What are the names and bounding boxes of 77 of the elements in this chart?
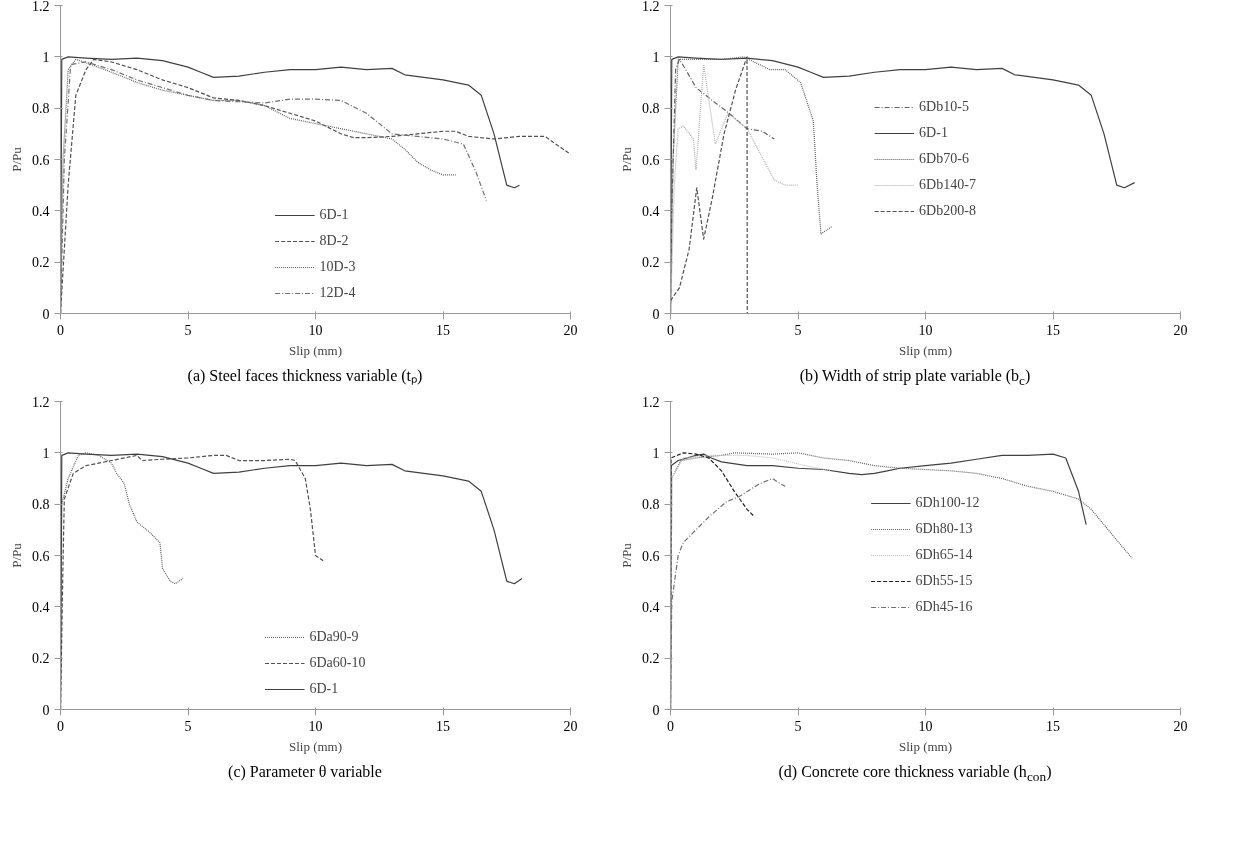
legend-label: 8D-2 bbox=[319, 233, 349, 249]
text: (d) Concrete core thickness variable (h$_{con}$) bbox=[777, 762, 1053, 787]
y-tick-label: 0.8 bbox=[32, 101, 50, 117]
x-tick-label: 10 bbox=[918, 718, 933, 734]
y-axis-title: P/Pu bbox=[619, 146, 634, 172]
y-axis-title: P/Pu bbox=[9, 146, 24, 172]
y-tick-label: 0 bbox=[652, 306, 660, 322]
y-tick-label: 0.2 bbox=[32, 651, 50, 667]
y-tick-label: 1 bbox=[652, 445, 660, 461]
x-tick-label: 10 bbox=[918, 322, 933, 338]
x-tick-label: 10 bbox=[308, 322, 323, 338]
text: (c) Parameter θ variable bbox=[227, 762, 383, 783]
x-tick-label: 0 bbox=[667, 718, 674, 734]
text: (b) Width of strip plate variable (b$_{c}$) bbox=[798, 366, 1032, 391]
x-tick-label: 5 bbox=[184, 322, 192, 338]
y-tick-label: 1.2 bbox=[642, 0, 660, 14]
y-tick-label: 0.6 bbox=[32, 548, 50, 564]
legend-label: 6Dh100-12 bbox=[915, 495, 980, 511]
x-tick-label: 20 bbox=[1173, 718, 1188, 734]
legend-label: 6D-1 bbox=[919, 125, 948, 141]
x-tick-label: 5 bbox=[184, 718, 192, 734]
x-axis-title: Slip (mm) bbox=[898, 738, 953, 754]
y-tick-label: 0 bbox=[652, 702, 660, 718]
x-tick-label: 10 bbox=[308, 718, 323, 734]
y-tick-label: 1 bbox=[652, 49, 660, 65]
x-tick-label: 20 bbox=[563, 718, 578, 734]
y-tick-label: 0.8 bbox=[642, 101, 660, 117]
x-tick-label: 15 bbox=[436, 322, 450, 338]
y-tick-label: 0 bbox=[42, 306, 50, 322]
x-axis-title: Slip (mm) bbox=[288, 342, 343, 358]
y-tick-label: 0.6 bbox=[32, 152, 50, 168]
x-tick-label: 0 bbox=[57, 718, 64, 734]
legend-label: 6Db200-8 bbox=[919, 203, 976, 219]
y-tick-label: 0.4 bbox=[642, 599, 660, 615]
y-tick-label: 1.2 bbox=[32, 394, 50, 410]
x-axis-title: Slip (mm) bbox=[898, 342, 953, 358]
legend-label: 6Da90-9 bbox=[309, 629, 359, 645]
legend-label: 6Db10-5 bbox=[919, 99, 969, 115]
legend-label: 6Dh80-13 bbox=[915, 521, 973, 537]
x-tick-label: 0 bbox=[667, 322, 674, 338]
x-tick-label: 15 bbox=[436, 718, 450, 734]
y-tick-label: 0.2 bbox=[642, 651, 660, 667]
x-tick-label: 5 bbox=[794, 322, 802, 338]
text: (a) Steel faces thickness variable (tₚ) bbox=[186, 366, 424, 387]
y-tick-label: 0.2 bbox=[32, 255, 50, 271]
y-tick-label: 1.2 bbox=[642, 394, 660, 410]
y-tick-label: 0.2 bbox=[642, 255, 660, 271]
x-tick-label: 20 bbox=[1173, 322, 1188, 338]
y-tick-label: 0.4 bbox=[642, 203, 660, 219]
y-tick-label: 1.2 bbox=[32, 0, 50, 14]
y-tick-label: 0.6 bbox=[642, 152, 660, 168]
y-tick-label: 0.8 bbox=[32, 497, 50, 513]
x-tick-label: 15 bbox=[1046, 322, 1060, 338]
y-tick-label: 1 bbox=[42, 445, 50, 461]
x-tick-label: 5 bbox=[794, 718, 802, 734]
y-tick-label: 0.4 bbox=[32, 203, 50, 219]
legend-label: 6D-1 bbox=[309, 681, 339, 697]
y-axis-title: P/Pu bbox=[619, 542, 634, 568]
legend-label: 6Da60-10 bbox=[309, 655, 366, 671]
legend-label: 6Db140-7 bbox=[919, 177, 976, 193]
x-axis-title: Slip (mm) bbox=[288, 738, 343, 754]
legend-label: 6Dh55-15 bbox=[915, 573, 973, 589]
x-tick-label: 0 bbox=[57, 322, 64, 338]
y-tick-label: 0.4 bbox=[32, 599, 50, 615]
y-tick-label: 0.8 bbox=[642, 497, 660, 513]
y-tick-label: 1 bbox=[42, 49, 50, 65]
x-tick-label: 20 bbox=[563, 322, 578, 338]
legend-label: 6Db70-6 bbox=[919, 151, 969, 167]
y-tick-label: 0 bbox=[42, 702, 50, 718]
legend-label: 10D-3 bbox=[319, 259, 356, 275]
legend-label: 12D-4 bbox=[319, 285, 356, 301]
x-tick-label: 15 bbox=[1046, 718, 1060, 734]
y-tick-label: 0.6 bbox=[642, 548, 660, 564]
y-axis-title: P/Pu bbox=[9, 542, 24, 568]
legend-label: 6D-1 bbox=[319, 207, 349, 223]
legend-label: 6Dh65-14 bbox=[915, 547, 973, 563]
legend-label: 6Dh45-16 bbox=[915, 599, 973, 615]
